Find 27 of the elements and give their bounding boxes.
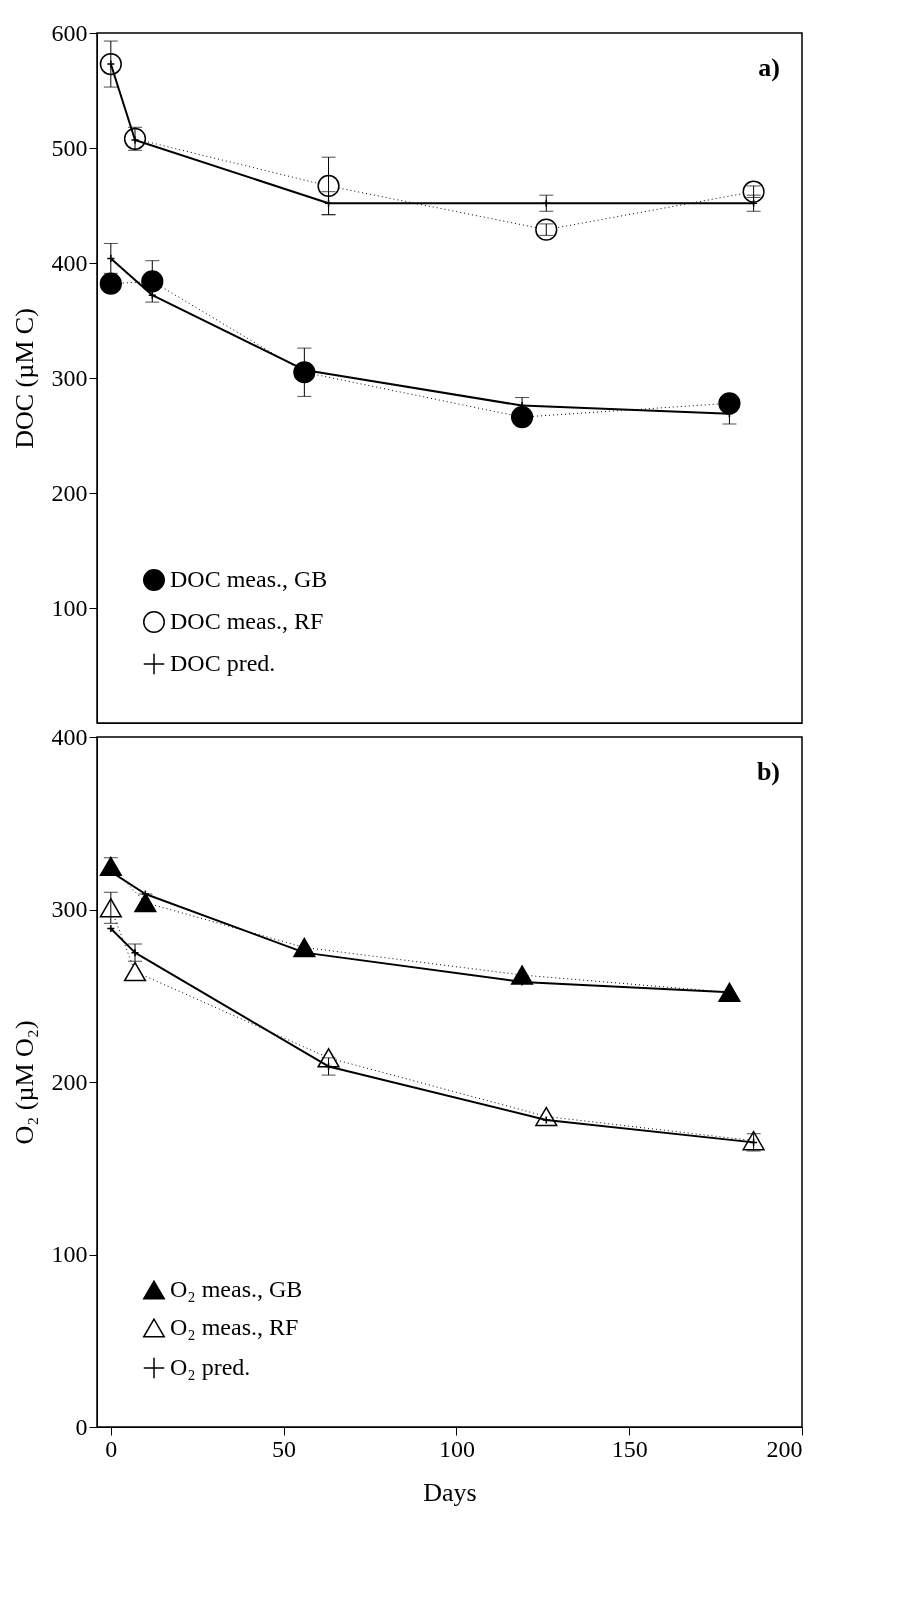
legend-label: O₂ meas., GB: [170, 1276, 303, 1302]
y-tick-label: 200: [51, 479, 88, 506]
x-tick-label: 150: [611, 1435, 648, 1462]
y-tick-label: 500: [51, 134, 88, 161]
x-tick-label: 100: [438, 1435, 475, 1462]
y-tick-label: 400: [51, 723, 88, 750]
annotation: b): [756, 757, 780, 786]
y-tick-label: 0: [75, 1413, 88, 1440]
x-tick-label: 200: [766, 1435, 803, 1462]
legend-label: DOC meas., RF: [170, 608, 324, 634]
y-tick-label: 400: [51, 249, 88, 276]
legend-label: O₂ pred.: [170, 1354, 251, 1380]
y-tick-label: 300: [51, 896, 88, 922]
annotation: a): [758, 53, 780, 82]
x-axis-title: Days: [423, 1477, 477, 1507]
legend-label: DOC pred.: [170, 650, 276, 676]
x-tick-label: 0: [105, 1435, 118, 1462]
legend-label: O₂ meas., RF: [170, 1314, 299, 1340]
x-tick-label: 50: [272, 1435, 297, 1462]
y-tick-label: 100: [51, 594, 88, 621]
legend-label: DOC meas., GB: [170, 566, 328, 592]
y-tick-label: 100: [51, 1241, 88, 1267]
y-tick-label: 300: [51, 364, 88, 391]
y-tick-label: 600: [51, 19, 88, 46]
y-axis-title: DOC (µM C): [9, 308, 39, 449]
y-axis-title: O₂ (µM O₂): [9, 1020, 39, 1145]
y-tick-label: 200: [51, 1068, 88, 1095]
